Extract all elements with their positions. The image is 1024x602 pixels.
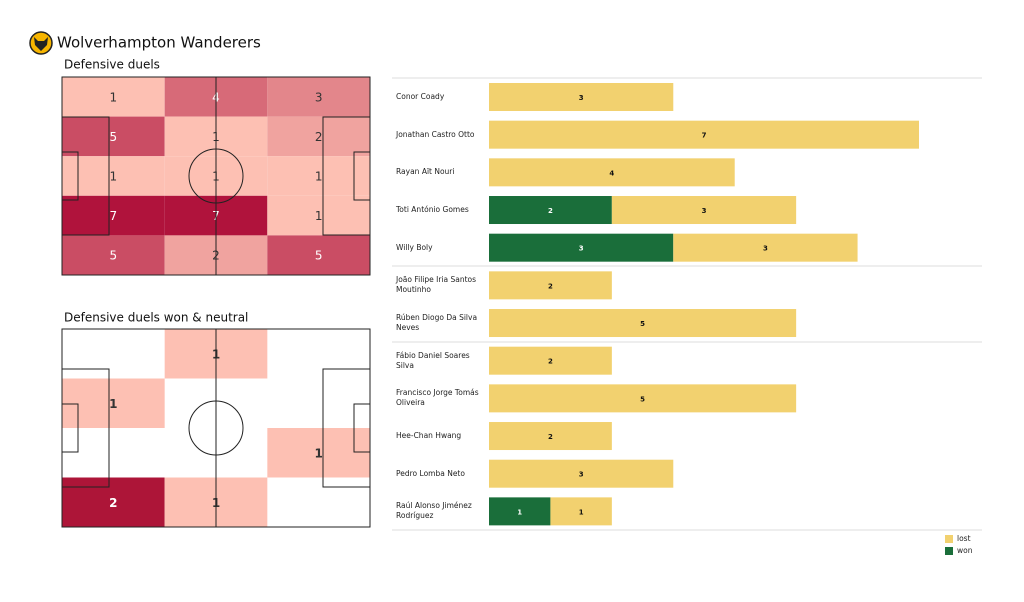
- bar-segment: [550, 497, 612, 526]
- cell-label: 2: [315, 130, 323, 144]
- bar-label: 3: [579, 471, 584, 479]
- bar-label: 3: [579, 94, 584, 102]
- player-name: Toti António Gomes: [396, 205, 469, 214]
- club-logo: [29, 31, 53, 55]
- heat-cell: [62, 477, 165, 527]
- bar-segment: [489, 459, 674, 488]
- heat-cell: [267, 428, 370, 478]
- bar-label: 1: [579, 508, 584, 516]
- cell-label: 7: [110, 209, 118, 223]
- heat-cell: [267, 235, 370, 275]
- cell-label: 2: [109, 496, 117, 510]
- cell-label: 3: [315, 90, 323, 104]
- player-name: Conor Coady: [396, 92, 445, 101]
- bar-label: 2: [548, 433, 553, 441]
- bar-label: 5: [640, 320, 645, 328]
- subtitle: Defensive duels: [64, 58, 160, 72]
- player-name: Francisco Jorge Tomás Oliveira: [396, 388, 479, 408]
- heat-cell: [62, 77, 165, 117]
- bar-label: 3: [702, 207, 707, 215]
- heat-cell: [62, 195, 165, 236]
- bar-segment: [489, 422, 612, 451]
- player-name: Rayan Aït Nouri: [396, 167, 455, 177]
- cell-label: 5: [110, 249, 118, 263]
- centre-circle: [188, 148, 244, 204]
- cell-label: 1: [109, 397, 117, 411]
- player-name: Rúben Diogo Da Silva Neves: [396, 313, 478, 333]
- goal-area: [353, 403, 371, 453]
- cell-label: 1: [315, 209, 323, 223]
- bar-segment: [489, 233, 674, 262]
- player-name: Willy Boly: [396, 242, 433, 252]
- separators: [392, 77, 982, 531]
- bar-label: 3: [579, 245, 584, 253]
- cell-label: 5: [110, 130, 118, 144]
- heat-cell: [62, 378, 165, 428]
- bar-segment: [489, 158, 735, 187]
- goal-area: [61, 151, 79, 201]
- heat-cell: [62, 116, 165, 157]
- centre-circle: [188, 400, 244, 456]
- bar-segment: [489, 384, 797, 413]
- heat-cell: [62, 156, 165, 196]
- cell-label: 5: [315, 249, 323, 263]
- goal-area: [61, 403, 79, 453]
- player-name: Hee-Chan Hwang: [396, 431, 462, 441]
- title: Wolverhampton Wanderers: [57, 34, 261, 52]
- goal-area: [353, 151, 371, 201]
- heat-cell: [267, 77, 370, 117]
- bar-label: 1: [517, 508, 522, 516]
- bar-label: 2: [548, 282, 553, 290]
- cell-label: 1: [110, 90, 118, 104]
- player-name: João Filipe Iria Santos Moutinho: [396, 275, 477, 295]
- legend-label: won: [957, 546, 973, 555]
- bar-segment: [611, 196, 797, 225]
- bar-segment: [489, 309, 797, 338]
- bar-segment: [489, 196, 612, 225]
- player-name: Jonathan Castro Otto: [396, 129, 475, 139]
- legend-label: lost: [957, 534, 971, 543]
- bar-label: 3: [763, 245, 768, 253]
- heat-cell: [267, 195, 370, 236]
- subtitle: Defensive duels won & neutral: [64, 311, 248, 325]
- legend-swatch: [945, 547, 953, 555]
- cell-label: 1: [315, 170, 323, 184]
- cell-label: 1: [110, 170, 118, 184]
- bar-label: 5: [640, 395, 645, 403]
- player-name: Pedro Lomba Neto: [396, 468, 465, 478]
- player-name: Raúl Alonso Jiménez Rodríguez: [396, 501, 472, 521]
- bar-label: 7: [702, 132, 707, 140]
- bar-segment: [489, 120, 919, 149]
- heat-cell: [62, 235, 165, 275]
- bar-segment: [489, 271, 612, 300]
- cell-label: 1: [314, 446, 322, 460]
- bar-segment: [489, 497, 551, 526]
- bar-segment: [489, 346, 612, 375]
- bar-segment: [673, 233, 858, 262]
- bar-label: 4: [609, 169, 614, 177]
- player-name: Fábio Daniel Soares Silva: [396, 350, 470, 370]
- heat-cell: [267, 156, 370, 196]
- bar-segment: [489, 83, 674, 111]
- heat-cell: [267, 116, 370, 157]
- bar-label: 2: [548, 358, 553, 366]
- bar-label: 2: [548, 207, 553, 215]
- legend-swatch: [945, 535, 953, 543]
